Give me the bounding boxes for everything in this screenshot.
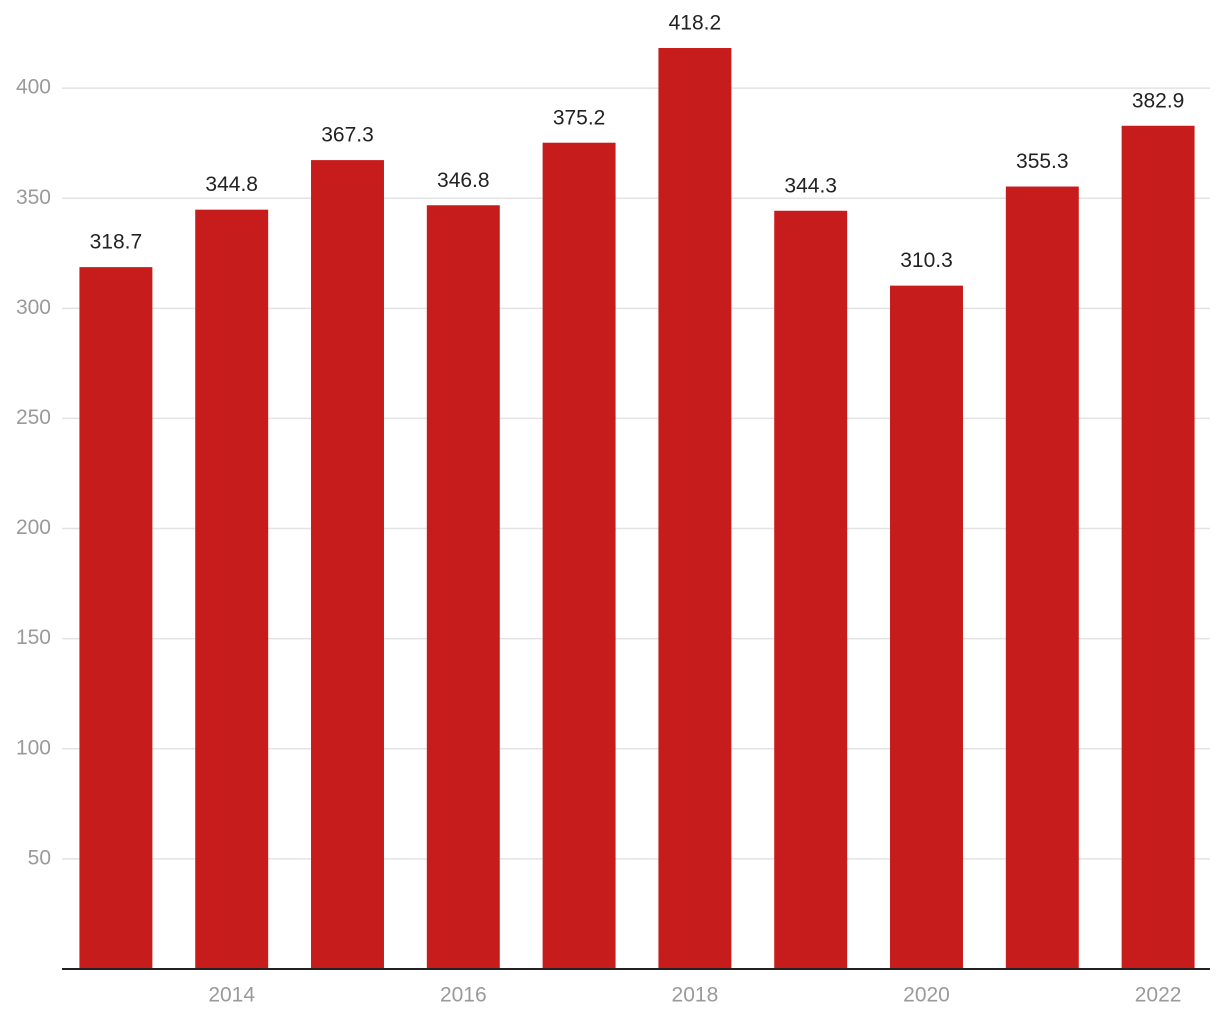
x-tick-label: 2020	[903, 984, 950, 1007]
y-tick-label: 200	[16, 516, 51, 539]
value-label: 344.3	[784, 174, 837, 197]
y-tick-label: 300	[16, 296, 51, 319]
y-tick-label: 150	[16, 626, 51, 649]
value-label: 367.3	[321, 124, 374, 147]
x-tick-label: 2014	[208, 984, 255, 1007]
bar	[658, 48, 732, 970]
y-tick-label: 350	[16, 186, 51, 209]
value-label: 355.3	[1016, 150, 1069, 173]
value-label: 375.2	[553, 106, 606, 129]
value-label: 418.2	[669, 12, 722, 35]
x-tick-label: 2018	[672, 984, 719, 1007]
bar	[426, 205, 500, 969]
value-label: 344.8	[205, 173, 258, 196]
value-label: 382.9	[1132, 89, 1185, 112]
x-tick-label: 2016	[440, 984, 487, 1007]
bar	[311, 160, 384, 969]
bar	[1121, 125, 1195, 970]
y-tick-label: 50	[28, 846, 51, 869]
bar	[1005, 186, 1079, 970]
y-tick-label: 100	[16, 736, 51, 759]
bar	[774, 210, 848, 969]
bar	[890, 285, 963, 969]
x-tick-label: 2022	[1135, 984, 1182, 1007]
bar	[79, 267, 153, 969]
value-label: 310.3	[900, 249, 953, 272]
y-tick-label: 400	[16, 76, 51, 99]
value-label: 346.8	[437, 169, 490, 192]
bar	[195, 209, 269, 969]
value-label: 318.7	[90, 231, 143, 254]
y-tick-label: 250	[16, 406, 51, 429]
bar	[542, 142, 616, 969]
